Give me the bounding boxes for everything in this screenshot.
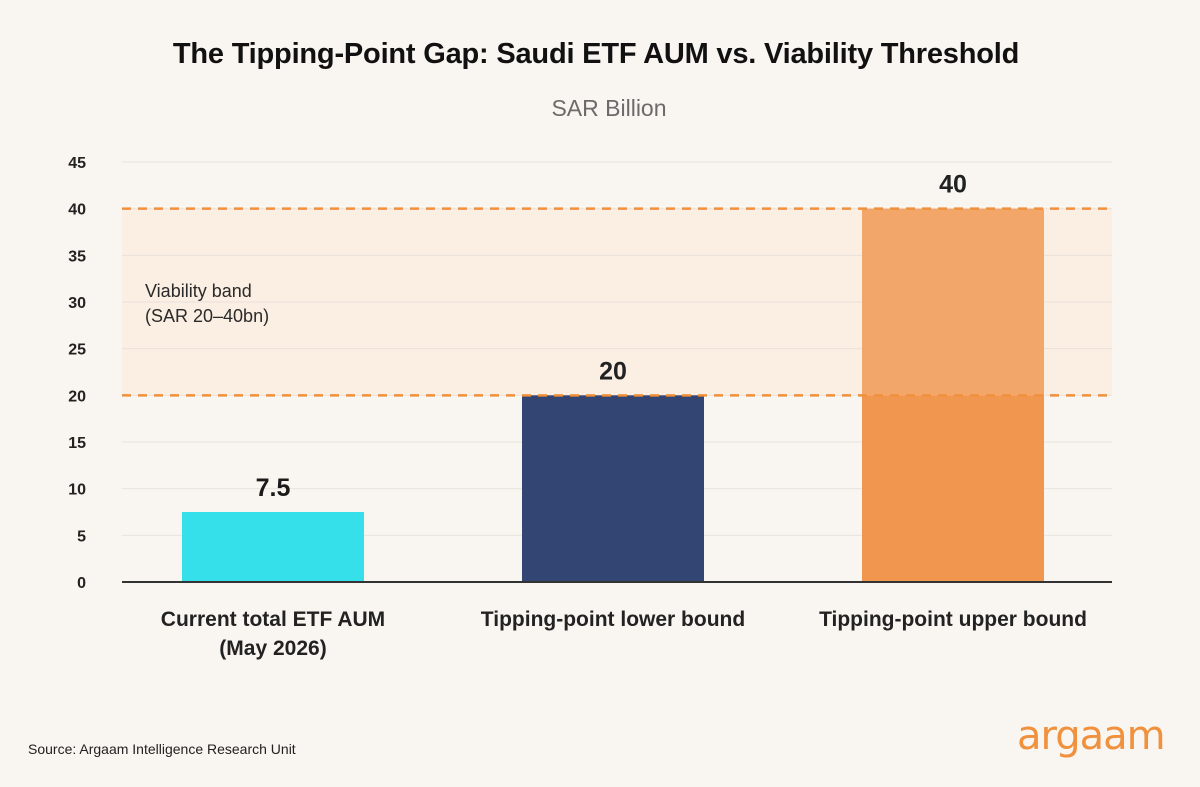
axes: 0 5 10 15 20 25 30 35 40 45 — [68, 155, 1112, 592]
x-category-label: Tipping-point lower bound — [481, 608, 745, 631]
chart-subtitle: SAR Billion — [551, 95, 667, 121]
y-tick-label: 5 — [77, 528, 86, 545]
y-tick-label: 20 — [68, 388, 86, 405]
y-tick-label: 0 — [77, 575, 86, 592]
data-label: 20 — [599, 357, 627, 385]
y-tick-label: 30 — [68, 295, 86, 312]
chart-title: The Tipping-Point Gap: Saudi ETF AUM vs.… — [172, 38, 1020, 70]
argaam-logo: argaam — [1017, 713, 1166, 759]
y-tick-label: 25 — [68, 342, 86, 359]
labels: 7.5 Current total ETF AUM (May 2026) 20 Tipp… — [145, 171, 1087, 660]
y-tick-label: 15 — [68, 435, 86, 452]
bar-upper-bound-band — [862, 208, 1044, 396]
bars — [182, 208, 1044, 582]
bar-chart: 7.5 Current total ETF AUM (May 2026) 20 Tipp… — [68, 155, 1112, 660]
viability-band-label: (SAR 20–40bn) — [145, 306, 269, 326]
y-tick-label: 40 — [68, 202, 86, 219]
data-label: 40 — [939, 171, 967, 199]
y-tick-label: 45 — [68, 155, 86, 172]
x-category-label: Tipping-point upper bound — [819, 608, 1087, 631]
bar-lower-bound — [522, 395, 704, 582]
y-tick-label: 35 — [68, 248, 86, 265]
bar-current-aum — [182, 512, 364, 582]
x-category-label: Current total ETF AUM — [161, 608, 385, 631]
data-label: 7.5 — [256, 474, 291, 502]
viability-band-lines — [122, 207, 1112, 397]
viability-band-label: Viability band — [145, 281, 252, 301]
source-note: Source: Argaam Intelligence Research Uni… — [28, 741, 296, 757]
x-category-label: (May 2026) — [219, 637, 326, 660]
bar-upper-bound-base — [862, 395, 1044, 582]
y-tick-label: 10 — [68, 482, 86, 499]
